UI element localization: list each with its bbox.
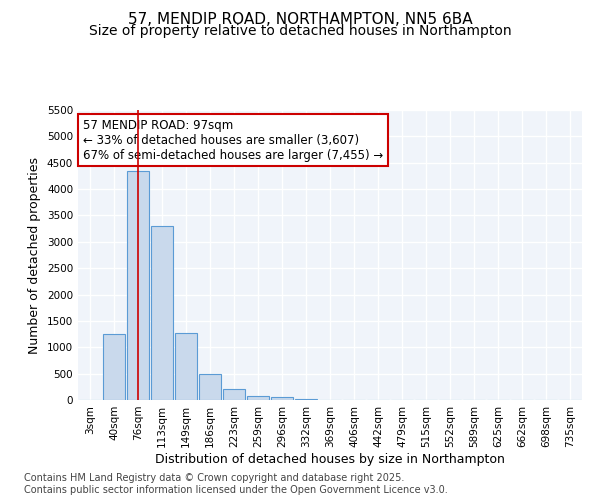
Bar	[199, 374, 221, 400]
Text: 57, MENDIP ROAD, NORTHAMPTON, NN5 6BA: 57, MENDIP ROAD, NORTHAMPTON, NN5 6BA	[128, 12, 472, 28]
Text: Contains HM Land Registry data © Crown copyright and database right 2025.
Contai: Contains HM Land Registry data © Crown c…	[24, 474, 448, 495]
Y-axis label: Number of detached properties: Number of detached properties	[28, 156, 41, 354]
Bar	[247, 396, 269, 400]
Bar	[223, 389, 245, 400]
Text: 57 MENDIP ROAD: 97sqm
← 33% of detached houses are smaller (3,607)
67% of semi-d: 57 MENDIP ROAD: 97sqm ← 33% of detached …	[83, 118, 383, 162]
Bar	[271, 398, 293, 400]
Bar	[175, 332, 197, 400]
Bar	[127, 170, 149, 400]
Text: Size of property relative to detached houses in Northampton: Size of property relative to detached ho…	[89, 24, 511, 38]
Bar	[151, 226, 173, 400]
X-axis label: Distribution of detached houses by size in Northampton: Distribution of detached houses by size …	[155, 452, 505, 466]
Bar	[295, 399, 317, 400]
Bar	[103, 334, 125, 400]
